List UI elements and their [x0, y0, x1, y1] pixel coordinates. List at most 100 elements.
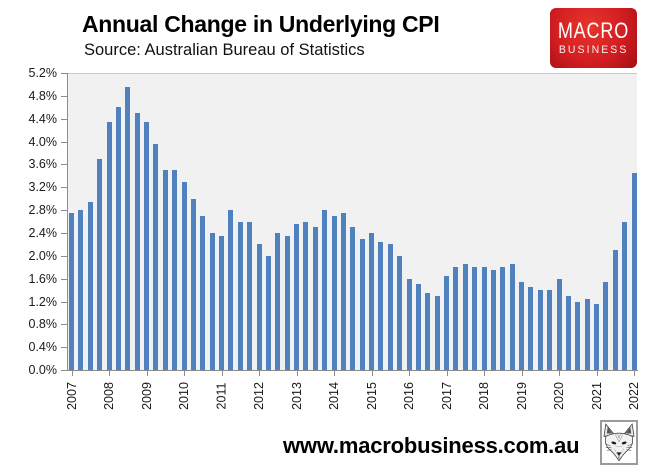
bar: [172, 170, 178, 370]
x-axis-year-label: 2012: [252, 382, 266, 410]
x-axis-tick: [409, 371, 410, 376]
wolf-head-icon: [603, 423, 635, 462]
bar: [406, 278, 412, 370]
bar: [565, 295, 571, 371]
bar: [312, 227, 318, 370]
x-axis-year-label: 2008: [102, 382, 116, 410]
y-axis-tick-label: 2.0%: [28, 248, 58, 263]
bar: [575, 301, 581, 370]
x-axis-tick: [596, 371, 598, 376]
y-axis-tick: [61, 347, 67, 349]
y-axis-tick: [61, 73, 67, 74]
bar: [359, 238, 365, 370]
y-axis-tick-label: 4.8%: [28, 88, 58, 103]
bar: [228, 210, 234, 370]
x-axis-year-label: 2019: [514, 382, 529, 410]
bar: [490, 270, 496, 370]
x-axis-tick: [71, 371, 73, 376]
x-axis-tick: [521, 371, 523, 376]
bar: [622, 221, 628, 370]
bar: [209, 232, 215, 370]
bar: [369, 232, 374, 370]
x-axis-tick: [634, 371, 635, 376]
x-axis-year-label: 2018: [477, 382, 491, 410]
bar: [537, 290, 543, 370]
bar: [284, 235, 290, 370]
x-axis-year-label: 2022: [627, 382, 641, 410]
bar: [181, 181, 187, 370]
y-axis-tick-label: 0.0%: [28, 363, 58, 377]
bar: [247, 221, 253, 370]
bar: [340, 212, 346, 370]
bar: [144, 121, 149, 370]
bar: [162, 170, 168, 370]
x-axis-year-label: 2014: [327, 382, 341, 410]
y-axis-tick: [61, 95, 67, 97]
y-axis-tick-label: 0.4%: [28, 340, 58, 355]
bar: [481, 267, 487, 370]
bar: [106, 121, 112, 370]
y-axis-tick: [61, 187, 67, 189]
y-axis-line: [67, 73, 68, 371]
bar: [547, 290, 553, 370]
x-axis-year-label: 2007: [64, 382, 79, 410]
y-axis-tick: [61, 255, 67, 257]
y-axis-tick-label: 1.6%: [28, 271, 58, 286]
x-axis-year-label: 2011: [214, 382, 229, 410]
bar: [303, 221, 309, 370]
x-axis-tick: [259, 371, 260, 376]
bar: [378, 241, 384, 370]
chart-title: Annual Change in Underlying CPI: [82, 11, 440, 37]
y-axis-tick-label: 1.2%: [28, 294, 58, 309]
y-axis-tick: [61, 301, 67, 303]
y-axis-tick: [61, 232, 67, 234]
y-axis-tick: [61, 164, 67, 166]
y-axis-tick: [61, 118, 67, 120]
x-axis-tick: [484, 371, 485, 376]
bar: [462, 264, 468, 370]
y-axis-tick-label: 2.8%: [28, 203, 58, 218]
x-axis-tick: [221, 371, 223, 376]
x-axis-line: [63, 370, 638, 371]
macrobusiness-logo-word-macro: MACRO: [557, 18, 630, 43]
bar: [125, 87, 131, 370]
y-axis-tick-label: 4.0%: [28, 134, 58, 149]
bar: [387, 244, 393, 370]
bar: [190, 198, 196, 370]
bar: [612, 250, 618, 370]
x-axis-year-label: 2010: [177, 382, 191, 410]
bar: [603, 281, 609, 370]
bar: [453, 267, 459, 370]
x-axis-tick: [109, 371, 110, 376]
bar: [415, 284, 421, 370]
bar: [434, 295, 440, 371]
y-axis-tick: [61, 324, 67, 326]
x-axis-year-label: 2017: [439, 382, 454, 410]
bar: [69, 212, 74, 370]
bar-chart: 0.0% 0.4% 0.8% 1.2% 1.6% 2.0% 2.4% 2.8% 3.2% 3.6%…: [28, 66, 642, 410]
y-axis-tick-label: 3.2%: [28, 180, 58, 195]
bar: [331, 215, 337, 370]
y-axis-tick-label: 0.8%: [28, 317, 58, 332]
x-axis-year-label: 2015: [364, 382, 379, 410]
y-axis-tick-label: 4.4%: [28, 111, 58, 126]
bar: [200, 215, 206, 370]
x-axis-tick: [184, 371, 185, 376]
macrobusiness-logo-word-business: BUSINESS: [558, 44, 629, 56]
bar: [134, 113, 140, 370]
x-axis-year-label: 2020: [552, 382, 566, 410]
x-axis-tick: [559, 371, 560, 376]
bar: [500, 267, 506, 370]
bar: [78, 210, 84, 370]
bar: [425, 292, 431, 370]
x-axis-year-label: 2021: [589, 382, 604, 410]
y-axis-tick-label: 3.6%: [28, 157, 58, 172]
bar: [97, 158, 103, 370]
bar: [594, 304, 599, 370]
bar: [237, 221, 243, 370]
x-axis-year-label: 2016: [402, 382, 416, 410]
chart-source-subtitle: Source: Australian Bureau of Statistics: [84, 41, 365, 59]
y-axis-tick: [61, 210, 67, 212]
y-axis-tick: [61, 141, 67, 143]
